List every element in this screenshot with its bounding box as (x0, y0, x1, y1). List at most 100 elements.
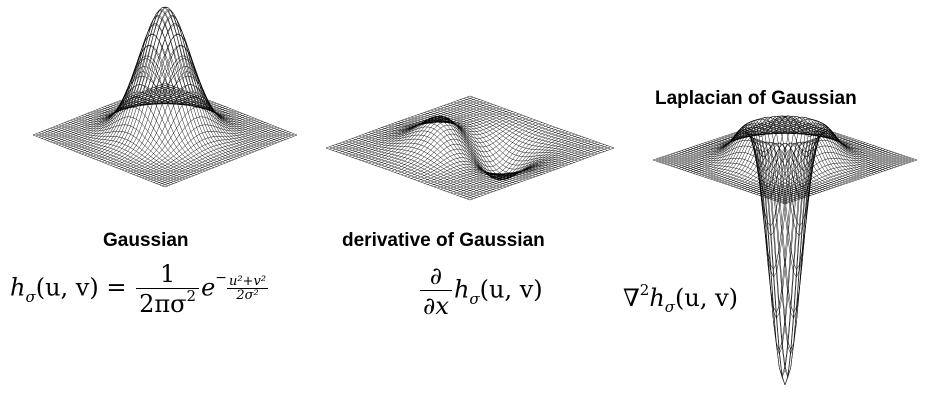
mesh-line (424, 131, 569, 184)
mesh-line (147, 127, 280, 181)
mesh-line (701, 127, 834, 200)
nabla-power: 2 (639, 281, 650, 299)
mesh-line (41, 131, 174, 184)
mesh-line (411, 126, 556, 179)
mesh-line (661, 156, 794, 202)
mesh-line (141, 125, 275, 179)
mesh-line (770, 154, 903, 200)
mesh-line (81, 58, 214, 168)
mesh-line (747, 135, 880, 192)
formula-h: h (10, 273, 26, 302)
mesh-line (690, 135, 823, 192)
formula-sub: σ (25, 287, 36, 306)
exp-base: e (201, 273, 216, 302)
mesh-line (153, 130, 286, 183)
mesh-line (365, 133, 510, 187)
mesh-line (64, 122, 197, 175)
mesh-line (35, 133, 168, 187)
mesh-line (750, 140, 883, 193)
mesh-line (136, 123, 269, 176)
exponent: − u²+v² 2σ² (215, 269, 269, 303)
mesh-line (355, 137, 500, 190)
mesh-line (38, 132, 171, 185)
mesh-line (684, 145, 817, 194)
mesh-line (759, 151, 892, 196)
mesh-line (687, 140, 820, 193)
mesh-line (695, 130, 829, 190)
mesh-line (139, 124, 272, 178)
mesh-line (96, 9, 229, 163)
laplacian-formula: ∇2hσ(u, v) (623, 283, 738, 315)
mesh-line (101, 9, 234, 163)
mesh-line (724, 121, 857, 355)
mesh-line (655, 158, 788, 204)
mesh-line (325, 147, 471, 201)
mesh-line (67, 116, 200, 174)
mesh-line (133, 122, 266, 175)
mesh-line (84, 45, 217, 167)
mesh-line (47, 129, 180, 182)
mesh-line (55, 125, 189, 179)
exp-denominator: 2σ² (227, 288, 269, 302)
formula-args: (u, v) (479, 275, 543, 304)
mesh-line (358, 135, 503, 189)
mesh-line (776, 156, 909, 202)
mesh-line (658, 157, 791, 203)
mesh-line (110, 33, 243, 166)
mesh-line (124, 96, 257, 172)
mesh-line (767, 154, 900, 199)
mesh-line (130, 116, 263, 174)
mesh-line (713, 121, 846, 355)
mesh-line (345, 140, 490, 194)
mesh-line (361, 134, 507, 188)
gaussian-surface-plot (32, 6, 298, 188)
mesh-line (339, 143, 484, 196)
mesh-line (58, 124, 191, 178)
mesh-line (673, 153, 806, 198)
mesh-line (698, 128, 831, 189)
mesh-line (433, 134, 579, 188)
mesh-line (381, 117, 526, 181)
mesh-line (664, 155, 797, 201)
gaussian-formula: hσ(u, v) = 1 2πσ2 e− u²+v² 2σ² (10, 260, 269, 316)
partial-numerator: ∂ (429, 262, 443, 290)
mesh-line (150, 129, 283, 182)
mesh-line (378, 120, 523, 182)
mesh-line (332, 145, 477, 198)
mesh-line (73, 96, 206, 172)
laplacian-label: Laplacian of Gaussian (655, 88, 857, 109)
mesh-line (404, 124, 549, 177)
mesh-line (119, 71, 252, 170)
mesh-line (466, 146, 611, 200)
partial-operator: ∂ ∂x (420, 264, 452, 318)
mesh-line (784, 159, 918, 205)
mesh-line (407, 125, 552, 178)
coef-numerator: 1 (159, 260, 176, 288)
formula-h: h (453, 275, 470, 304)
mesh-line (727, 122, 860, 319)
mesh-line (329, 146, 474, 200)
coefficient-fraction: 1 2πσ2 (136, 260, 200, 316)
mesh-line (430, 133, 575, 186)
mesh-line (736, 127, 869, 200)
mesh-line (710, 122, 843, 319)
mesh-line (53, 126, 186, 180)
mesh-line (693, 133, 826, 191)
mesh-line (159, 132, 292, 185)
mesh-line (681, 150, 814, 195)
mesh-line (450, 140, 595, 194)
mesh-line (782, 158, 915, 204)
mesh-line (739, 128, 872, 189)
mesh-line (50, 127, 183, 181)
mesh-line (764, 153, 897, 198)
mesh-line (456, 143, 601, 196)
mesh-line (164, 134, 298, 188)
mesh-line (352, 138, 497, 191)
mesh-line (427, 132, 572, 185)
mesh-line (741, 130, 875, 190)
formula-sub: σ (469, 289, 480, 308)
derivative-formula: ∂ ∂x hσ(u, v) (418, 264, 543, 318)
mesh-line (675, 152, 809, 197)
